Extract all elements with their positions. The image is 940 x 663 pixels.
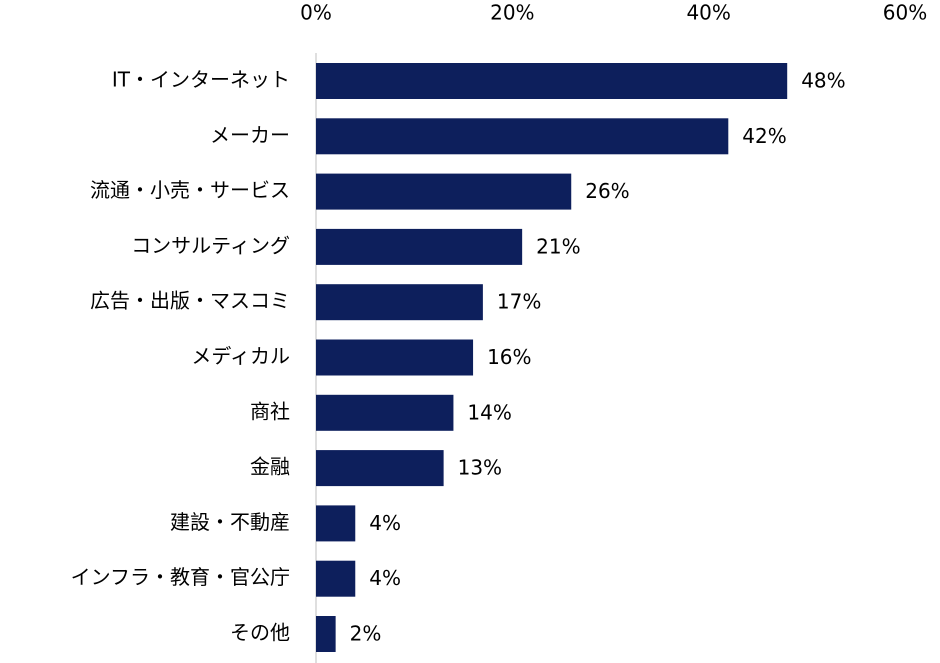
bar <box>316 505 356 542</box>
x-tick-label: 60% <box>883 1 927 25</box>
bar <box>316 616 336 652</box>
bar <box>316 450 444 487</box>
data-label: 4% <box>369 566 401 590</box>
bar <box>316 228 523 265</box>
y-tick-label: メディカル <box>191 344 290 368</box>
bar <box>316 284 483 321</box>
x-tick-label: 20% <box>490 1 534 25</box>
data-label: 42% <box>742 124 786 148</box>
y-tick-label: 商社 <box>250 399 290 423</box>
y-tick-label: その他 <box>230 621 290 645</box>
bar <box>316 394 454 431</box>
data-label: 16% <box>487 345 531 369</box>
bar <box>316 560 356 597</box>
bar <box>316 173 572 210</box>
data-label: 13% <box>458 456 502 480</box>
data-label: 14% <box>467 400 511 424</box>
y-tick-label: メーカー <box>210 123 290 147</box>
x-tick-label: 40% <box>686 1 730 25</box>
data-label: 17% <box>497 290 541 314</box>
data-label: 21% <box>536 234 580 258</box>
bar <box>316 339 474 376</box>
y-tick-label: 流通・小売・サービス <box>90 178 290 202</box>
x-tick-label: 0% <box>300 1 332 25</box>
y-tick-label: IT・インターネット <box>112 68 290 92</box>
bar <box>316 118 729 155</box>
y-tick-label: インフラ・教育・官公庁 <box>71 565 290 589</box>
y-tick-label: 広告・出版・マスコミ <box>90 289 290 313</box>
data-label: 2% <box>350 622 382 646</box>
y-tick-label: 金融 <box>250 455 290 479</box>
data-label: 4% <box>369 511 401 535</box>
y-tick-label: コンサルティング <box>131 233 290 257</box>
y-tick-label: 建設・不動産 <box>170 510 290 534</box>
data-label: 48% <box>801 69 845 93</box>
data-label: 26% <box>585 179 629 203</box>
bar <box>316 63 788 99</box>
